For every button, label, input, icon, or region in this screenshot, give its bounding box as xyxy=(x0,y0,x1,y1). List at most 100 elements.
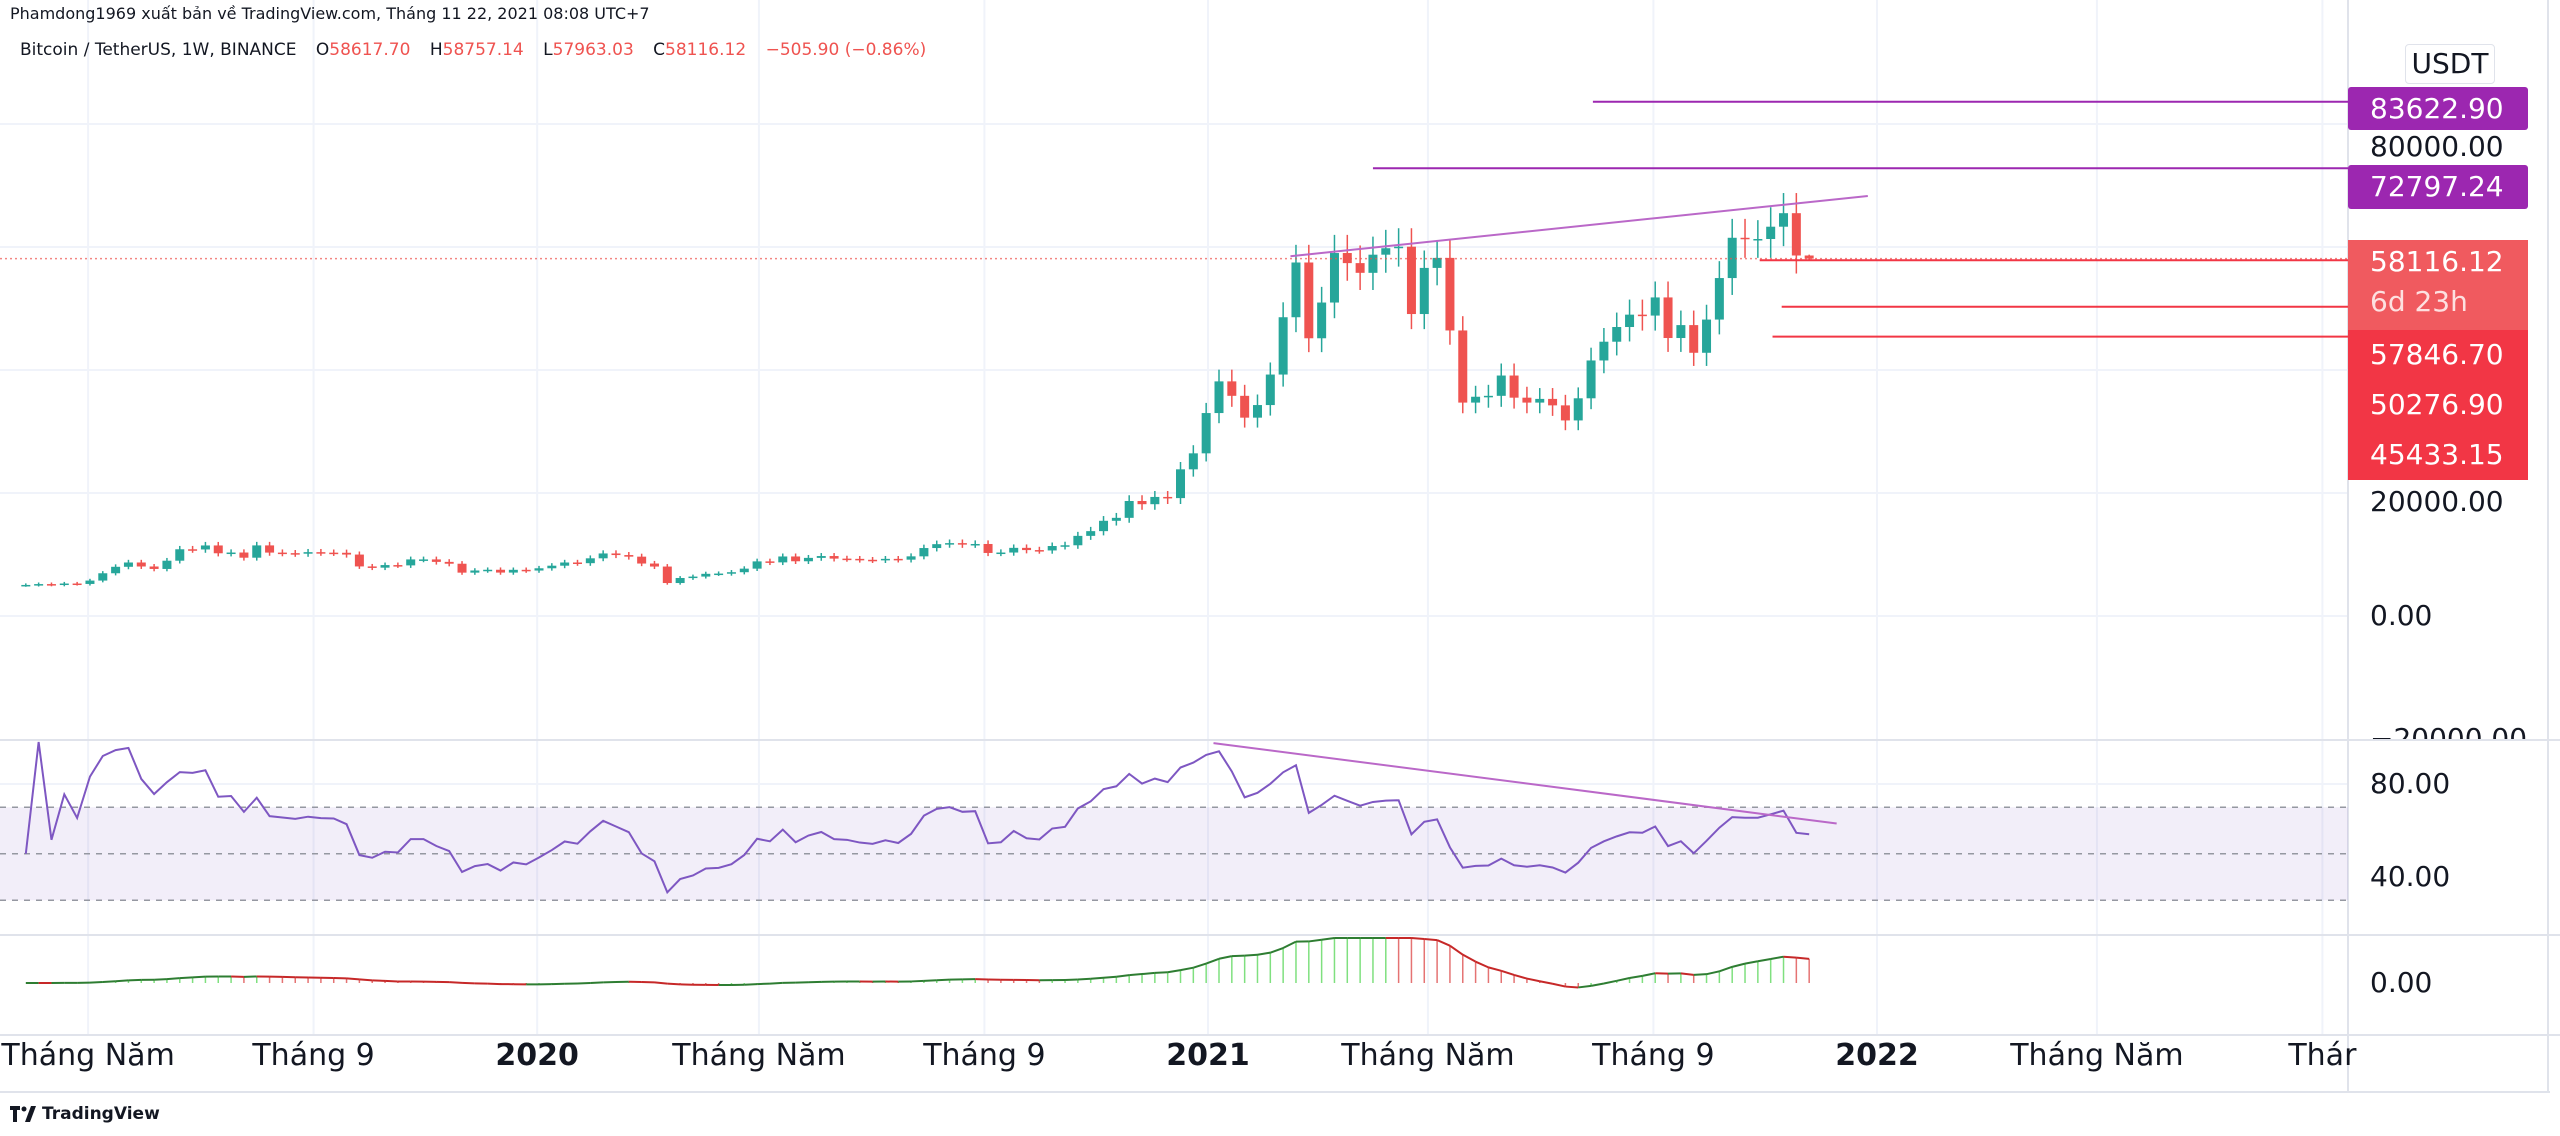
macd-line-segment xyxy=(346,977,360,981)
candle-body xyxy=(98,573,108,581)
macd-line-segment xyxy=(1218,955,1233,960)
macd-line-segment xyxy=(1719,965,1733,973)
time-tick-label: Tháng Năm xyxy=(2010,1038,2184,1073)
candle-body xyxy=(1163,496,1173,499)
candle xyxy=(342,549,352,558)
candle-body xyxy=(1329,253,1339,303)
macd-line-segment xyxy=(179,976,193,980)
candle xyxy=(1766,207,1776,258)
candle xyxy=(1394,228,1404,267)
price-tag-hline[interactable]: 72797.24 xyxy=(2348,165,2528,209)
candle-body xyxy=(1766,226,1776,240)
candle-body xyxy=(1368,254,1378,273)
candle xyxy=(508,567,518,575)
macd-line-segment xyxy=(1731,962,1746,968)
price-tick: 20000.00 xyxy=(2370,485,2504,518)
candle-body xyxy=(1791,213,1801,256)
candle xyxy=(393,562,403,568)
candle xyxy=(1022,544,1032,554)
candle-body xyxy=(1304,262,1314,339)
time-tick-label: Tháng 9 xyxy=(1592,1038,1715,1073)
price-tag-hline[interactable]: 57846.70 xyxy=(2348,330,2528,380)
candle xyxy=(675,576,685,585)
currency-button[interactable]: USDT xyxy=(2405,44,2495,84)
candle-body xyxy=(714,573,724,576)
candle xyxy=(1252,394,1262,428)
candle xyxy=(791,553,801,565)
drawings[interactable] xyxy=(0,100,2348,338)
candle-body xyxy=(1111,517,1121,521)
candle xyxy=(816,553,826,561)
candle-body xyxy=(265,545,275,553)
symbol-title[interactable]: Bitcoin / TetherUS, 1W, BINANCE xyxy=(20,40,297,60)
candle xyxy=(970,540,980,548)
candle xyxy=(1779,193,1789,247)
candle-body xyxy=(277,552,287,555)
time-tick-label: Tháng 9 xyxy=(923,1038,1046,1073)
candle-body xyxy=(342,552,352,555)
candle-body xyxy=(1419,267,1429,315)
candle xyxy=(1099,516,1109,536)
macd-line-segment xyxy=(590,981,604,985)
candle xyxy=(560,559,570,569)
candle xyxy=(85,578,95,586)
candle xyxy=(1445,239,1455,345)
last-price: 58116.12 xyxy=(2370,245,2504,278)
macd-line-segment xyxy=(1282,940,1297,949)
candle xyxy=(1034,546,1044,554)
symbol-legend: Bitcoin / TetherUS, 1W, BINANCE O58617.7… xyxy=(20,40,940,60)
candle-body xyxy=(996,552,1006,555)
macd-line-segment xyxy=(1205,957,1220,965)
price-tag-hline[interactable]: 83622.90 xyxy=(2348,87,2528,130)
candle xyxy=(1073,531,1083,549)
candle xyxy=(1625,299,1635,342)
low-value: 57963.03 xyxy=(552,40,634,60)
close-key: C xyxy=(653,40,666,60)
candle xyxy=(1265,362,1275,416)
candle-body xyxy=(213,545,223,554)
candle-body xyxy=(816,556,826,558)
candle xyxy=(496,567,506,575)
candle xyxy=(585,555,595,566)
macd-line-segment xyxy=(1783,955,1797,959)
macd-line-segment xyxy=(1154,971,1168,974)
candle-body xyxy=(46,584,56,586)
candle-body xyxy=(380,565,390,568)
high-value: 58757.14 xyxy=(442,40,524,60)
price-tag-hline[interactable]: 45433.15 xyxy=(2348,430,2528,480)
candle xyxy=(572,559,582,566)
candle xyxy=(1227,369,1237,407)
candle xyxy=(1381,229,1391,273)
macd-line-segment xyxy=(1796,956,1810,960)
candle xyxy=(598,550,608,562)
candle-body xyxy=(1740,237,1750,240)
candle xyxy=(624,552,634,560)
candle-body xyxy=(316,552,326,554)
last-price-tag: 58116.12 6d 23h xyxy=(2348,240,2528,330)
candle xyxy=(932,540,942,552)
candle xyxy=(1663,281,1673,352)
price-trendline[interactable] xyxy=(1290,194,1868,258)
candle-body xyxy=(919,548,929,557)
candle xyxy=(752,558,762,572)
candle-body xyxy=(457,563,467,573)
macd-line-segment xyxy=(1090,976,1104,980)
candle-body xyxy=(1394,246,1404,249)
candle-body xyxy=(1689,325,1699,353)
rsi-trendline[interactable] xyxy=(1213,742,1837,825)
candle xyxy=(1124,495,1134,523)
price-tick-clip: −20000.00 xyxy=(2350,700,2546,740)
candle-body xyxy=(1381,248,1391,255)
candle-body xyxy=(1278,317,1288,375)
price-tag-hline[interactable]: 50276.90 xyxy=(2348,380,2528,430)
candle-body xyxy=(1124,500,1134,518)
time-tick-label: 2020 xyxy=(495,1038,579,1073)
candle xyxy=(983,540,993,557)
candle xyxy=(380,562,390,571)
candle xyxy=(1419,250,1429,330)
candle xyxy=(662,564,672,585)
candle xyxy=(444,559,454,567)
candle xyxy=(957,539,967,548)
close-value: 58116.12 xyxy=(665,40,747,60)
